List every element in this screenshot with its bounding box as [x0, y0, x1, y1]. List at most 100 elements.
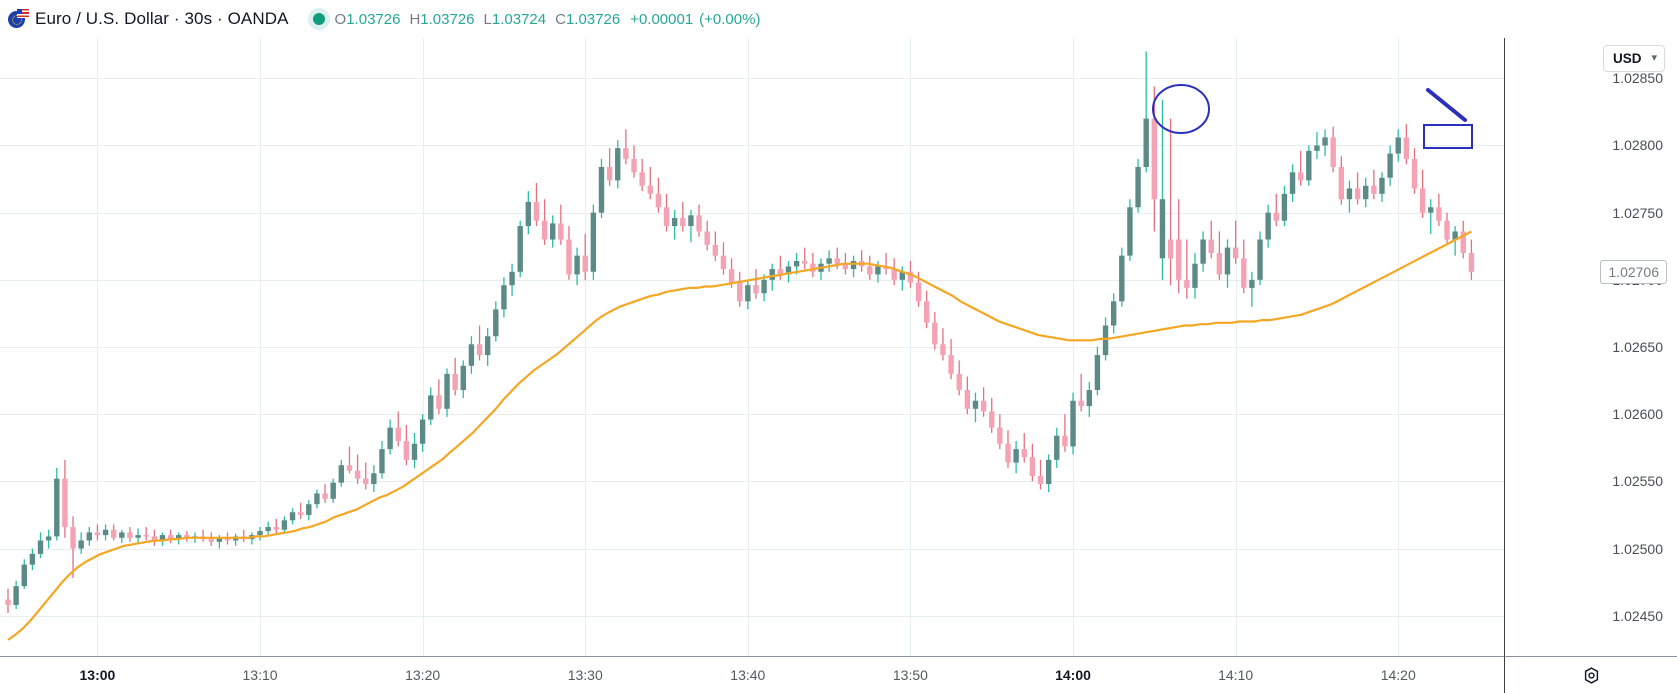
- candle-body: [631, 158, 637, 173]
- currency-selector[interactable]: USD ▾: [1602, 45, 1665, 72]
- candle-body: [680, 218, 686, 227]
- last-price-value: 1.02706: [1608, 263, 1659, 280]
- candle-body: [1273, 212, 1279, 221]
- candle-body: [330, 482, 336, 499]
- candle-body: [940, 344, 946, 356]
- candle-body: [151, 536, 158, 541]
- candle-body: [842, 263, 849, 270]
- horizontal-gridline: [0, 615, 1504, 617]
- candle-body: [216, 537, 223, 542]
- candle-body: [891, 269, 897, 280]
- candle-body: [810, 263, 816, 272]
- candle-body: [639, 172, 645, 186]
- candle-body: [1119, 255, 1125, 302]
- candle-body: [476, 344, 483, 356]
- candle-body: [704, 231, 710, 245]
- horizontal-gridline: [0, 414, 1504, 416]
- candle-body: [1338, 166, 1345, 200]
- candle-body: [257, 531, 263, 536]
- candle-body: [460, 365, 466, 390]
- candle-body: [712, 244, 719, 256]
- candle-body: [1086, 389, 1092, 407]
- candle-body: [671, 218, 678, 227]
- candle-body: [785, 266, 792, 275]
- candle-body: [1322, 137, 1328, 146]
- market-open-dot-icon[interactable]: [312, 13, 325, 25]
- price-axis[interactable]: USD ▾ 1.028501.028001.027501.027001.0265…: [1504, 38, 1677, 656]
- candle-body: [1167, 239, 1174, 259]
- candle-body: [1346, 188, 1353, 200]
- candle-body: [102, 529, 109, 536]
- candle-body: [997, 427, 1003, 444]
- chart-plot-area[interactable]: [0, 38, 1504, 656]
- candle-body: [119, 532, 125, 538]
- time-axis-label: 13:10: [242, 667, 278, 683]
- candle-body: [696, 215, 702, 232]
- candle-body: [78, 540, 84, 549]
- candle-body: [1216, 252, 1223, 275]
- candle-body: [322, 493, 328, 499]
- moving-average-line: [7, 230, 1472, 641]
- candle-body: [1379, 177, 1385, 194]
- candle-body: [94, 532, 101, 536]
- time-axis-label: 14:20: [1380, 667, 1416, 683]
- time-axis[interactable]: 13:00 13:10 13:20 13:30 13:40 13:50 14:00 14:10…: [0, 656, 1504, 693]
- candle-body: [850, 261, 857, 270]
- rectangle-markup[interactable]: [1423, 124, 1473, 149]
- candle-body: [21, 564, 27, 587]
- symbol-title[interactable]: Euro / U.S. Dollar · 30s · OANDA: [35, 9, 289, 28]
- candle-body: [403, 441, 410, 460]
- candle-body: [932, 322, 938, 345]
- candle-body: [1070, 400, 1076, 447]
- candle-body: [419, 419, 426, 444]
- price-axis-label: 1.02450: [1612, 607, 1663, 624]
- candle-body: [143, 535, 149, 537]
- price-axis-label: 1.02650: [1612, 339, 1663, 355]
- candle-body: [1232, 247, 1239, 259]
- candle-body: [566, 239, 572, 275]
- candle-body: [135, 535, 141, 538]
- arrow-markup[interactable]: [1426, 88, 1467, 122]
- candle-body: [1411, 158, 1418, 189]
- time-axis-label: 14:00: [1055, 667, 1091, 683]
- drawing-annotations[interactable]: [0, 38, 1504, 656]
- candle-body: [167, 535, 174, 540]
- candle-body: [655, 193, 662, 208]
- candle-body: [1468, 252, 1475, 272]
- candle-body: [1452, 231, 1458, 240]
- horizontal-gridline: [0, 212, 1504, 214]
- candle-body: [980, 400, 987, 412]
- ohlc-open-value: 1.03726: [346, 10, 401, 28]
- ellipse-markup[interactable]: [1152, 84, 1210, 134]
- candle-body: [777, 269, 784, 275]
- price-axis-label: 1.02550: [1612, 473, 1663, 490]
- vertical-gridline: [1073, 38, 1075, 656]
- candle-body: [688, 215, 694, 227]
- candle-body: [110, 529, 117, 538]
- candle-body: [1428, 207, 1434, 213]
- time-axis-label: 13:00: [79, 667, 116, 683]
- candle-body: [387, 427, 393, 450]
- ohlc-low-value: 1.03724: [491, 10, 547, 28]
- candle-body: [62, 478, 68, 528]
- candle-body: [281, 520, 288, 530]
- candle-body: [826, 258, 832, 264]
- candle-body: [1045, 459, 1052, 485]
- candle-body: [1062, 435, 1068, 447]
- candle-body: [484, 336, 491, 356]
- candle-body: [273, 527, 279, 530]
- candle-body: [550, 223, 556, 240]
- candle-body: [1151, 118, 1158, 200]
- candle-body: [1419, 188, 1426, 213]
- price-axis-label: 1.02600: [1612, 406, 1663, 423]
- candle-body: [590, 212, 597, 272]
- candle-body: [159, 535, 166, 541]
- ohlc-open-label: O: [334, 10, 347, 28]
- candle-body: [745, 285, 751, 302]
- candle-body: [265, 527, 271, 532]
- candle-body: [948, 355, 954, 374]
- chart-settings-gear-icon[interactable]: [1582, 666, 1601, 685]
- time-axis-label: 13:50: [892, 667, 928, 683]
- candlestick-series: [5, 51, 1475, 641]
